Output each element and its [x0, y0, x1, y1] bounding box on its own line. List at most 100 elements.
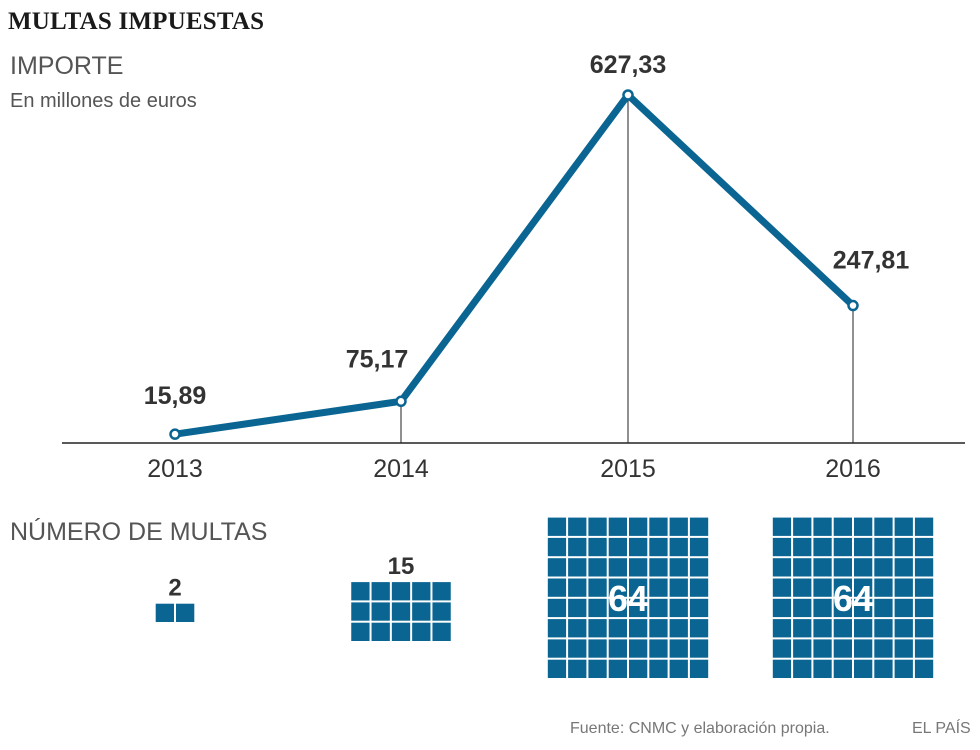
count-square-2015 — [689, 659, 709, 678]
count-square-2016 — [813, 558, 832, 577]
count-square-2015 — [669, 537, 688, 557]
count-square-2014 — [351, 582, 370, 601]
count-square-2015 — [649, 639, 668, 658]
count-square-2014 — [432, 622, 451, 641]
count-square-2015 — [629, 558, 648, 577]
count-square-2015 — [629, 598, 648, 618]
count-square-2016 — [833, 598, 852, 618]
count-square-2016 — [793, 537, 812, 557]
count-square-2016 — [772, 659, 792, 678]
count-square-2016 — [793, 558, 812, 577]
count-square-2015 — [669, 578, 688, 597]
count-square-2015 — [629, 537, 648, 557]
count-square-2016 — [772, 639, 792, 658]
count-square-2015 — [669, 598, 688, 618]
count-square-2016 — [813, 598, 832, 618]
count-square-2016 — [854, 659, 873, 678]
count-square-2016 — [874, 598, 893, 618]
count-square-2015 — [588, 659, 607, 678]
chart-title: MULTAS IMPUESTAS — [8, 8, 265, 35]
count-square-2015 — [689, 598, 709, 618]
count-square-2016 — [854, 558, 873, 577]
count-label-2015: 64 — [608, 578, 648, 619]
count-square-2015 — [588, 598, 607, 618]
count-square-2015 — [608, 578, 627, 597]
count-square-2016 — [793, 598, 812, 618]
count-square-2016 — [914, 639, 934, 658]
count-square-2015 — [608, 619, 627, 638]
count-square-2016 — [833, 537, 852, 557]
count-square-2015 — [649, 558, 668, 577]
count-square-2016 — [854, 639, 873, 658]
count-square-2016 — [894, 578, 913, 597]
count-square-2015 — [689, 558, 709, 577]
count-square-2015 — [629, 517, 648, 536]
count-square-2016 — [854, 537, 873, 557]
count-square-2016 — [833, 517, 852, 536]
count-square-2015 — [649, 659, 668, 678]
count-square-2016 — [833, 578, 852, 597]
count-square-2015 — [649, 598, 668, 618]
count-square-2015 — [669, 619, 688, 638]
series-line — [171, 91, 857, 438]
count-square-2016 — [854, 619, 873, 638]
data-point-2015 — [622, 89, 634, 101]
value-label-2014: 75,17 — [346, 345, 409, 373]
count-square-2015 — [547, 598, 567, 618]
count-square-2016 — [914, 578, 934, 597]
count-square-2014 — [351, 602, 370, 621]
count-square-2015 — [547, 558, 567, 577]
count-square-2015 — [629, 578, 648, 597]
count-square-2015 — [568, 598, 587, 618]
count-square-2016 — [793, 619, 812, 638]
count-square-2015 — [547, 619, 567, 638]
count-label-2014: 15 — [388, 553, 415, 580]
count-square-2015 — [689, 639, 709, 658]
count-square-2015 — [568, 659, 587, 678]
count-square-2014 — [371, 622, 390, 641]
count-square-2015 — [608, 517, 627, 536]
count-square-2015 — [608, 659, 627, 678]
count-square-2015 — [588, 517, 607, 536]
unit-label: En millones de euros — [10, 90, 197, 112]
count-square-2016 — [874, 619, 893, 638]
count-square-2014 — [371, 602, 390, 621]
count-square-2013 — [155, 603, 174, 622]
count-square-2016 — [833, 639, 852, 658]
count-square-2015 — [547, 537, 567, 557]
count-square-2016 — [793, 639, 812, 658]
count-square-2015 — [608, 558, 627, 577]
count-square-2015 — [649, 578, 668, 597]
x-tick-label-2016: 2016 — [825, 455, 881, 483]
count-square-2013 — [176, 603, 195, 622]
count-square-2016 — [813, 619, 832, 638]
count-square-2016 — [914, 659, 934, 678]
count-square-2016 — [793, 659, 812, 678]
count-square-2016 — [894, 639, 913, 658]
count-label-2013: 2 — [168, 575, 181, 602]
count-square-2015 — [669, 517, 688, 536]
count-square-2016 — [914, 598, 934, 618]
count-square-2016 — [914, 558, 934, 577]
value-label-2016: 247,81 — [833, 247, 910, 275]
count-square-2015 — [689, 578, 709, 597]
count-square-2015 — [547, 578, 567, 597]
count-square-2016 — [894, 598, 913, 618]
count-square-2015 — [689, 517, 709, 536]
count-square-2016 — [772, 619, 792, 638]
data-point-2013 — [169, 428, 181, 440]
value-label-2015: 627,33 — [590, 51, 666, 79]
count-square-2015 — [568, 639, 587, 658]
count-square-2015 — [568, 558, 587, 577]
count-square-2016 — [874, 537, 893, 557]
count-square-2014 — [432, 582, 451, 601]
count-square-2016 — [772, 558, 792, 577]
count-square-2015 — [588, 558, 607, 577]
count-square-2015 — [689, 619, 709, 638]
count-square-2016 — [894, 517, 913, 536]
count-label-2016: 64 — [833, 578, 873, 619]
count-square-2015 — [547, 639, 567, 658]
count-square-2015 — [547, 659, 567, 678]
count-square-2015 — [588, 619, 607, 638]
